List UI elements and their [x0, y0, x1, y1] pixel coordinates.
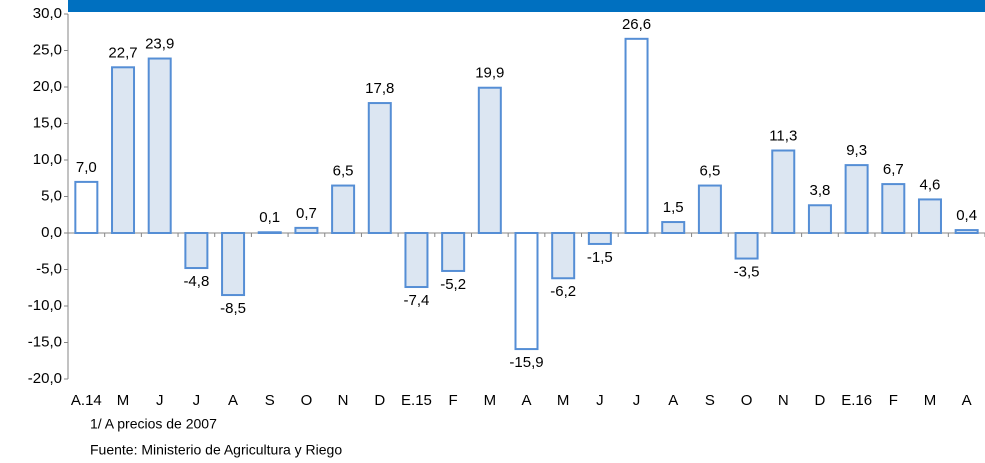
- x-tick-label: J: [596, 392, 604, 409]
- bar: [477, 86, 502, 235]
- y-tick-label: -10,0: [28, 297, 62, 314]
- value-label: 0,4: [956, 207, 977, 224]
- value-label: 9,3: [846, 142, 867, 159]
- bar: [331, 184, 356, 235]
- x-tick-label: J: [156, 392, 164, 409]
- value-label: 22,7: [108, 44, 137, 61]
- x-tick-label: A: [521, 392, 531, 409]
- bar: [514, 232, 539, 351]
- value-label: 3,8: [810, 182, 831, 199]
- bar: [111, 66, 136, 235]
- bar: [221, 232, 246, 297]
- title-band: [68, 0, 985, 12]
- bar: [954, 229, 979, 235]
- y-tick-label: 20,0: [33, 78, 62, 95]
- x-tick-label: N: [338, 392, 349, 409]
- bar: [587, 232, 612, 245]
- x-tick-label: E.16: [841, 392, 872, 409]
- source: Fuente: Ministerio de Agricultura y Rieg…: [90, 442, 342, 458]
- value-label: 19,9: [475, 65, 504, 82]
- y-tick-label: -15,0: [28, 333, 62, 350]
- value-label: -4,8: [183, 273, 209, 290]
- bar: [844, 164, 869, 234]
- x-tick-label: A.14: [71, 392, 102, 409]
- x-tick-label: N: [778, 392, 789, 409]
- bar: [257, 231, 282, 235]
- x-tick-label: O: [301, 392, 313, 409]
- bar: [294, 226, 319, 234]
- bar: [184, 232, 209, 270]
- value-label: -3,5: [734, 264, 760, 281]
- x-tick-label: D: [815, 392, 826, 409]
- bar: [917, 198, 942, 234]
- value-label: 1,5: [663, 199, 684, 216]
- bar: [624, 37, 649, 234]
- bar: [441, 232, 466, 272]
- value-label: 26,6: [622, 16, 651, 33]
- bar: [661, 221, 686, 235]
- bar: [881, 183, 906, 234]
- bar: [367, 102, 392, 234]
- bar: [147, 57, 172, 234]
- x-tick-label: F: [889, 392, 898, 409]
- x-tick-label: M: [484, 392, 497, 409]
- x-tick-label: A: [668, 392, 678, 409]
- x-tick-label: S: [705, 392, 715, 409]
- bar: [771, 149, 796, 234]
- value-label: 4,6: [920, 176, 941, 193]
- y-tick-label: -5,0: [36, 260, 62, 277]
- y-tick-label: 5,0: [41, 187, 62, 204]
- value-label: -1,5: [587, 249, 613, 266]
- value-label: 17,8: [365, 80, 394, 97]
- bar: [697, 184, 722, 235]
- x-tick-label: J: [193, 392, 201, 409]
- value-label: 7,0: [76, 159, 97, 176]
- x-tick-label: F: [449, 392, 458, 409]
- value-label: 6,5: [333, 163, 354, 180]
- value-label: -6,2: [550, 283, 576, 300]
- bar: [404, 232, 429, 289]
- x-tick-label: O: [741, 392, 753, 409]
- x-tick-label: M: [924, 392, 937, 409]
- y-tick-label: -20,0: [28, 370, 62, 387]
- x-tick-label: A: [962, 392, 972, 409]
- value-label: 11,3: [769, 127, 797, 144]
- y-tick-label: 10,0: [33, 151, 62, 168]
- x-tick-label: M: [117, 392, 130, 409]
- bar: [74, 180, 99, 234]
- value-label: 0,7: [296, 205, 317, 222]
- value-label: -15,9: [509, 354, 543, 371]
- x-tick-label: S: [265, 392, 275, 409]
- x-tick-label: E.15: [401, 392, 432, 409]
- value-label: -8,5: [220, 300, 246, 317]
- value-label: -7,4: [404, 292, 430, 309]
- y-tick-label: 15,0: [33, 114, 62, 131]
- value-label: 6,7: [883, 161, 904, 178]
- bar: [807, 204, 832, 234]
- bar: [551, 232, 576, 280]
- x-tick-label: M: [557, 392, 570, 409]
- x-tick-label: D: [374, 392, 385, 409]
- x-tick-label: J: [633, 392, 641, 409]
- x-tick-label: A: [228, 392, 238, 409]
- y-tick-label: 0,0: [41, 224, 62, 241]
- value-label: -5,2: [440, 276, 466, 293]
- bar: [734, 232, 759, 260]
- value-label: 0,1: [259, 209, 280, 226]
- value-label: 6,5: [699, 163, 720, 180]
- y-tick-label: 25,0: [33, 41, 62, 58]
- value-label: 23,9: [145, 35, 174, 52]
- note: 1/ A precios de 2007: [90, 416, 217, 432]
- y-tick-label: 30,0: [33, 5, 62, 22]
